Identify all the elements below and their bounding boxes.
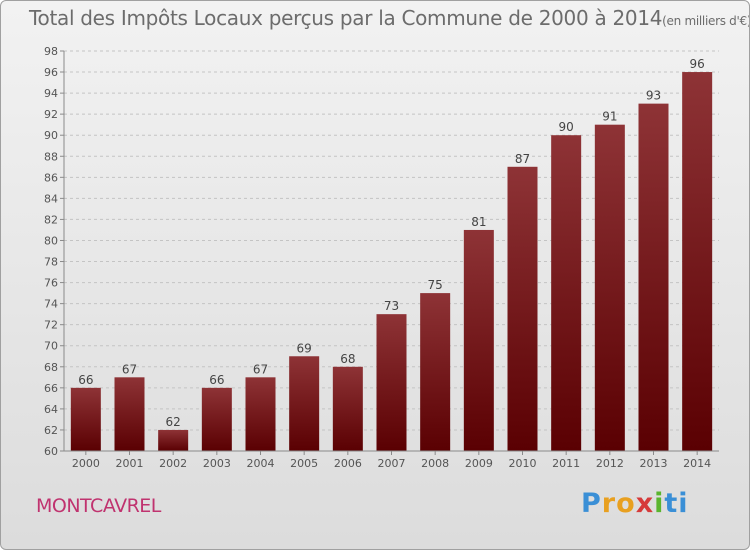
y-tick-label: 96 bbox=[44, 66, 58, 79]
logo-letter: t bbox=[664, 488, 679, 519]
bar-value-label: 73 bbox=[384, 299, 399, 313]
y-tick-label: 74 bbox=[44, 298, 58, 311]
y-tick-label: 78 bbox=[44, 256, 58, 269]
bar-2008 bbox=[420, 293, 451, 451]
logo-letter: x bbox=[635, 488, 655, 519]
logo-letter: i bbox=[678, 488, 689, 519]
x-tick-label: 2014 bbox=[683, 457, 711, 470]
bar-2005 bbox=[289, 356, 320, 451]
bar-2004 bbox=[245, 377, 276, 451]
bar-2010 bbox=[507, 166, 538, 451]
bar-value-label: 75 bbox=[428, 278, 443, 292]
bar-2014 bbox=[682, 72, 713, 451]
chart-unit: (en milliers d'€) bbox=[662, 14, 750, 28]
x-tick-label: 2001 bbox=[116, 457, 144, 470]
bar-value-label: 69 bbox=[297, 341, 312, 355]
bar-value-label: 87 bbox=[515, 152, 530, 166]
y-tick-label: 80 bbox=[44, 234, 58, 247]
y-tick-label: 92 bbox=[44, 108, 58, 121]
bar-2000 bbox=[70, 387, 101, 451]
y-tick-label: 98 bbox=[44, 45, 58, 58]
bar-2007 bbox=[376, 314, 407, 451]
bar-2006 bbox=[332, 366, 363, 451]
x-tick-label: 2013 bbox=[640, 457, 668, 470]
x-tick-label: 2005 bbox=[290, 457, 318, 470]
x-tick-label: 2006 bbox=[334, 457, 362, 470]
x-tick-label: 2012 bbox=[596, 457, 624, 470]
x-tick-label: 2007 bbox=[378, 457, 406, 470]
y-tick-label: 90 bbox=[44, 129, 58, 142]
bar-value-label: 66 bbox=[78, 373, 93, 387]
bar-value-label: 68 bbox=[340, 352, 355, 366]
bar-2012 bbox=[594, 124, 625, 452]
bar-2002 bbox=[158, 429, 189, 451]
logo-letter: o bbox=[616, 488, 636, 519]
x-tick-label: 2011 bbox=[552, 457, 580, 470]
y-tick-label: 66 bbox=[44, 382, 58, 395]
bar-2003 bbox=[201, 387, 232, 451]
y-tick-label: 60 bbox=[44, 445, 58, 458]
bar-2011 bbox=[551, 135, 582, 452]
x-tick-label: 2004 bbox=[247, 457, 275, 470]
bar-2001 bbox=[114, 377, 145, 451]
y-tick-label: 70 bbox=[44, 340, 58, 353]
y-tick-label: 84 bbox=[44, 192, 58, 205]
bar-2009 bbox=[463, 229, 494, 451]
chart-title-text: Total des Impôts Locaux perçus par la Co… bbox=[29, 6, 663, 30]
logo-letter: P bbox=[581, 488, 602, 519]
bar-value-label: 81 bbox=[471, 215, 486, 229]
x-tick-label: 2002 bbox=[159, 457, 187, 470]
bar-2013 bbox=[638, 103, 669, 451]
y-tick-label: 62 bbox=[44, 424, 58, 437]
chart-title: Total des Impôts Locaux perçus par la Co… bbox=[29, 6, 750, 30]
commune-name: MONTCAVREL bbox=[36, 495, 161, 517]
bar-value-label: 67 bbox=[122, 362, 137, 376]
proxiti-logo: Proxiti bbox=[581, 488, 689, 519]
bar-value-label: 91 bbox=[602, 110, 617, 124]
y-tick-label: 72 bbox=[44, 319, 58, 332]
bar-value-label: 62 bbox=[166, 415, 181, 429]
bar-value-label: 93 bbox=[646, 89, 661, 103]
y-tick-label: 64 bbox=[44, 403, 58, 416]
y-tick-label: 68 bbox=[44, 361, 58, 374]
x-tick-label: 2009 bbox=[465, 457, 493, 470]
x-tick-label: 2010 bbox=[509, 457, 537, 470]
bar-value-label: 90 bbox=[559, 120, 574, 134]
logo-letter: r bbox=[601, 488, 617, 519]
y-tick-label: 88 bbox=[44, 150, 58, 163]
y-tick-label: 94 bbox=[44, 87, 58, 100]
y-tick-label: 82 bbox=[44, 213, 58, 226]
bar-value-label: 96 bbox=[690, 57, 705, 71]
bar-value-label: 66 bbox=[209, 373, 224, 387]
x-tick-label: 2008 bbox=[421, 457, 449, 470]
y-tick-label: 76 bbox=[44, 277, 58, 290]
y-tick-label: 86 bbox=[44, 171, 58, 184]
logo-letter: i bbox=[654, 488, 665, 519]
x-tick-label: 2000 bbox=[72, 457, 100, 470]
bar-value-label: 67 bbox=[253, 362, 268, 376]
x-tick-label: 2003 bbox=[203, 457, 231, 470]
